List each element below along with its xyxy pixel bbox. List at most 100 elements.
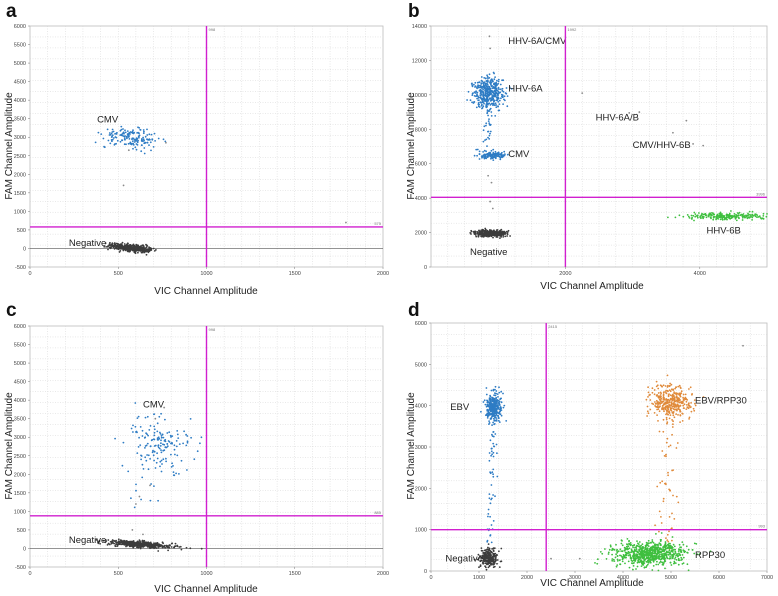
droplet-point [621,556,624,558]
droplet-point [492,151,495,154]
droplet-point [162,458,165,461]
x-tick-label: 6000 [713,575,725,581]
droplet-point [173,444,176,447]
droplet-point [494,89,496,92]
droplet-point [108,543,111,546]
droplet-point [681,401,684,404]
droplet-point [489,233,491,235]
droplet-point [668,389,671,391]
droplet-point [489,229,491,231]
droplet-point [594,562,596,564]
droplet-point [113,542,116,545]
droplet-point [130,143,133,146]
x-tick-label: 2000 [559,271,571,277]
droplet-point [736,214,738,217]
droplet-point [734,217,737,220]
droplet-point [664,567,666,570]
droplet-point [170,436,172,438]
droplet-point [152,454,155,457]
droplet-point [644,558,647,561]
droplet-point [146,141,149,144]
droplet-point [674,558,676,560]
droplet-point [657,392,660,394]
droplet-point [679,386,682,389]
droplet-point [497,152,499,155]
droplet-point [620,539,623,542]
droplet-point [741,215,744,217]
droplet-point [702,215,705,218]
droplet-point [668,412,671,414]
horizontal-threshold-value: 3996 [756,191,766,196]
droplet-point [664,385,667,387]
droplet-point [667,474,669,477]
droplet-point [662,408,665,410]
droplet-point [702,217,704,220]
droplet-point [107,139,110,142]
droplet-point [667,406,670,408]
outlier-point [742,344,744,347]
annotation-label: HHV-6A/CMV [508,36,567,47]
droplet-point [492,435,495,438]
droplet-point [487,405,490,408]
droplet-point [672,394,675,397]
droplet-point [483,125,486,128]
droplet-point [709,214,712,216]
droplet-point [496,452,498,455]
droplet-point [129,249,132,251]
droplet-point [156,452,159,455]
droplet-point [494,233,497,236]
droplet-point [122,135,124,137]
droplet-point [698,212,700,214]
y-tick-label: 1000 [14,509,26,515]
droplet-point [124,129,126,132]
droplet-point [483,77,486,79]
droplet-point [679,421,681,423]
droplet-point [649,550,652,553]
panel-letter: a [6,1,17,22]
droplet-point [490,563,492,566]
droplet-point [494,102,497,105]
annotation-label: HHV-6A/B [596,113,639,124]
droplet-point [493,83,495,85]
droplet-point [678,384,681,387]
droplet-point [475,90,477,93]
droplet-point [658,430,661,433]
droplet-point [655,394,658,397]
droplet-point [649,548,652,550]
droplet-point [490,89,493,92]
droplet-point [488,123,491,126]
droplet-point [137,415,140,418]
droplet-point [488,134,491,137]
droplet-point [654,401,656,403]
droplet-point [144,447,146,449]
droplet-point [159,433,162,435]
droplet-point [746,217,749,220]
droplet-point [752,215,755,217]
droplet-point [125,245,128,248]
droplet-point [485,228,487,231]
droplet-point [647,412,650,415]
droplet-point [662,396,665,399]
droplet-point [119,134,122,137]
droplet-point [667,398,670,401]
droplet-point [174,542,177,545]
x-tick-label: 1500 [289,571,301,577]
outlier-point [154,417,157,420]
droplet-point [152,449,154,452]
droplet-point [161,433,164,436]
droplet-point [757,216,760,218]
droplet-point [499,406,502,409]
droplet-point [487,548,489,551]
droplet-point [474,234,477,236]
y-tick-label: 3500 [14,117,26,123]
droplet-point [142,544,145,547]
droplet-point [495,399,498,402]
droplet-point [131,140,134,143]
droplet-point [127,250,130,253]
outlier-point [489,200,492,203]
droplet-point [124,131,127,134]
droplet-point [731,216,733,219]
droplet-point [156,437,159,440]
droplet-point [126,247,129,250]
droplet-point [641,560,643,563]
